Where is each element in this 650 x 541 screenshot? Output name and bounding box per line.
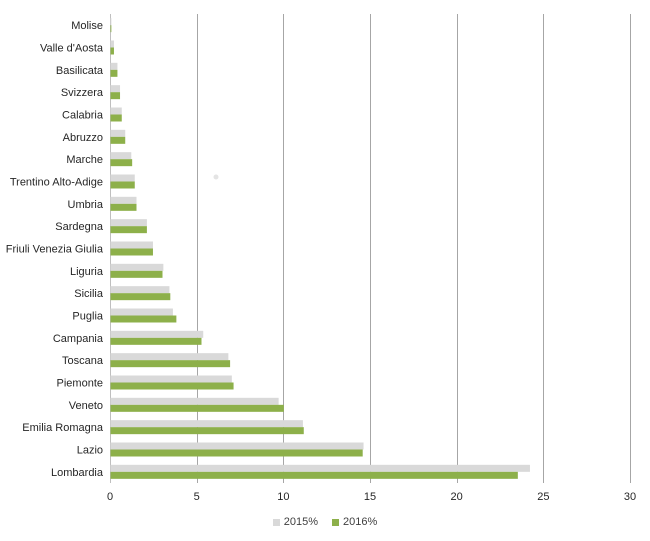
category-label: Basilicata [56,65,104,77]
bar-2015 [110,62,118,70]
bar-2015 [110,375,232,383]
x-tick-label: 30 [624,491,636,503]
category-label: Piemonte [57,378,103,390]
bar-2016 [110,159,133,167]
bar-2016 [110,404,284,412]
bar-2016 [110,25,112,33]
category-label: Sardegna [55,221,104,233]
bar-2015 [110,241,153,249]
bar-2015 [110,308,173,316]
category-label: Umbria [68,199,104,211]
bar-2016 [110,427,304,435]
bar-2016 [110,337,202,345]
category-label: Svizzera [61,87,104,99]
bar-2016 [110,293,171,301]
bar-2016 [110,203,137,211]
bar-2015 [110,196,137,204]
category-label: Valle d'Aosta [40,43,104,55]
category-label: Sicilia [74,288,104,300]
bar-2015 [110,40,114,48]
x-tick-label: 20 [451,491,463,503]
x-tick-label: 15 [364,491,376,503]
bar-2015 [110,397,279,405]
x-tick-label: 5 [194,491,200,503]
legend-label-2015: 2015% [283,516,318,528]
bar-2015 [110,174,135,182]
bar-2016 [110,136,126,144]
category-label: Friuli Venezia Giulia [6,244,104,256]
legend: 2015% 2016% [0,516,650,528]
bar-2015 [110,420,303,428]
bar-2015 [110,129,126,137]
bar-2016 [110,360,231,368]
bar-2016 [110,69,118,77]
category-label: Calabria [62,110,104,122]
bar-2015 [110,464,530,472]
bar-2015 [110,286,170,294]
legend-swatch-2015 [272,518,280,526]
bar-2015 [110,353,229,361]
bar-2015 [110,107,122,115]
bar-2016 [110,315,177,323]
category-label: Lombardia [51,467,104,479]
category-label: Marche [66,154,103,166]
bar-2015 [110,442,364,450]
category-label: Emilia Romagna [22,422,104,434]
bar-2015 [110,219,147,227]
stray-marker [213,174,219,180]
bar-2015 [110,263,164,271]
bar-2016 [110,270,163,278]
x-tick-label: 25 [537,491,549,503]
x-tick-labels: 0 5 10 15 20 25 30 [107,491,636,503]
legend-item-2015: 2015% [272,516,318,528]
bar-2015 [110,85,121,93]
bar-2016 [110,181,135,189]
bar-2015 [110,152,132,160]
category-label: Trentino Alto-Adige [10,177,103,189]
legend-label-2016: 2016% [343,516,378,528]
legend-item-2016: 2016% [332,516,377,528]
bar-2016 [110,226,147,234]
x-tick-label: 0 [107,491,113,503]
bar-2016 [110,92,121,100]
bar-2016 [110,382,234,390]
bar-2016 [110,471,518,479]
bar-2016 [110,114,122,122]
category-label: Lazio [77,445,103,457]
category-label: Veneto [69,400,103,412]
category-label: Liguria [70,266,104,278]
bar-2015 [110,330,204,338]
bar-2016 [110,47,114,55]
bar-2016 [110,248,153,256]
bars [110,18,530,479]
bar-2015 [110,18,112,26]
legend-swatch-2016 [332,518,339,526]
category-label: Molise [71,20,103,32]
category-label: Abruzzo [63,132,103,144]
x-tick-label: 10 [277,491,289,503]
category-label: Campania [53,333,104,345]
gridlines [110,14,631,483]
category-labels: Molise Valle d'Aosta Basilicata Svizzera Cal… [6,20,104,479]
category-label: Toscana [62,355,104,367]
bar-2016 [110,449,363,457]
category-label: Puglia [72,311,103,323]
